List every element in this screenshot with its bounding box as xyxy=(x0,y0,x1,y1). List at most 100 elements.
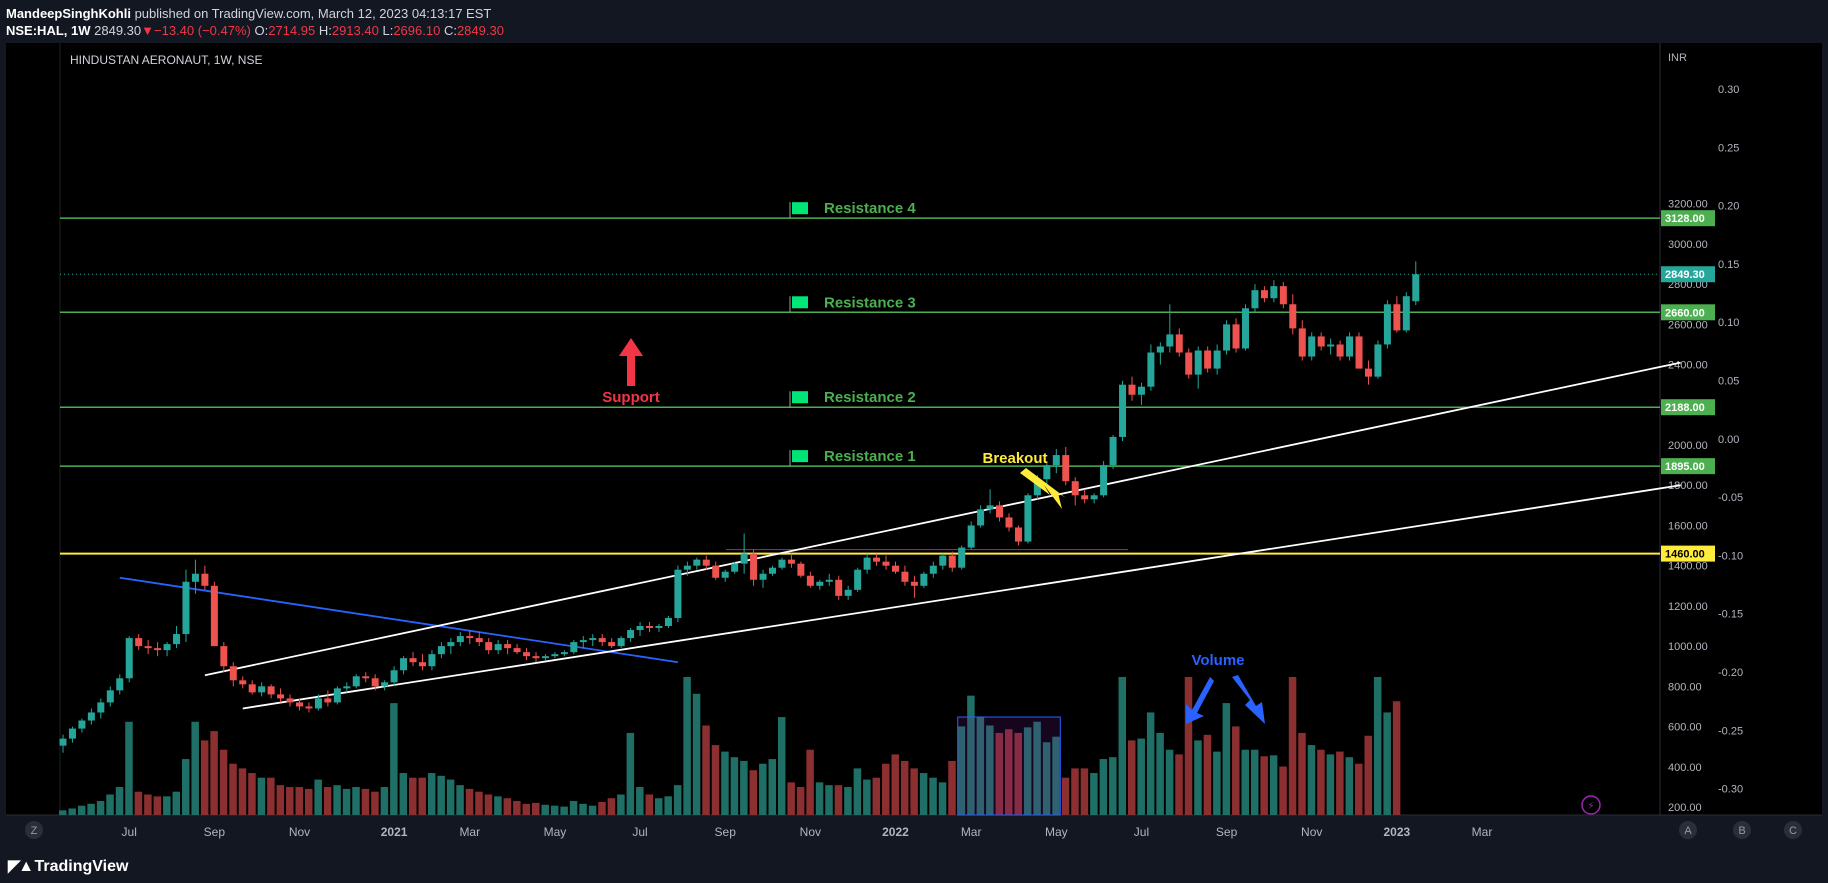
candle-body xyxy=(1260,290,1268,299)
volume-bar xyxy=(181,759,190,815)
volume-bar xyxy=(1175,754,1183,815)
price-chart[interactable]: HINDUSTAN AERONAUT, 1W, NSE INR 0.30 0.25… xyxy=(0,42,1828,846)
candle-body xyxy=(210,585,218,647)
secondary-scale-label: -0.20 xyxy=(1718,667,1743,679)
breakout-price-tag-bg xyxy=(1661,545,1715,562)
volume-bar xyxy=(768,759,776,815)
volume-bar xyxy=(219,749,228,815)
volume-bar xyxy=(948,760,956,815)
chart-pane[interactable] xyxy=(6,43,1660,815)
resistance-levels: Resistance 4 Resistance 3 Resistance 2 Resi… xyxy=(60,200,1660,555)
tradingview-logo[interactable]: ◤▲ TradingView xyxy=(8,856,128,876)
time-tick-label: Jul xyxy=(122,825,137,839)
candle-body xyxy=(750,553,758,580)
candle-body xyxy=(1062,455,1070,482)
c-scale-button[interactable] xyxy=(1784,821,1802,839)
volume-bar xyxy=(1127,740,1136,815)
secondary-scale-label: 0.20 xyxy=(1718,201,1739,213)
volume-annotation: Volume xyxy=(1191,652,1244,669)
volume-bar xyxy=(1392,701,1401,815)
level-price-tag: 2188.00 xyxy=(1665,402,1705,414)
volume-bar xyxy=(399,773,408,815)
volume-bar xyxy=(342,788,351,815)
candle-body xyxy=(1242,308,1249,349)
level-price-tag: 3128.00 xyxy=(1665,213,1705,225)
volume-bar xyxy=(427,773,436,815)
volume-bar xyxy=(891,754,899,815)
zoom-button[interactable] xyxy=(25,821,43,839)
symbol-name[interactable]: NSE:HAL, 1W xyxy=(6,23,91,38)
price-tick-label: 3000.00 xyxy=(1668,239,1708,251)
candle-body xyxy=(1109,436,1117,466)
level-price-tag-bg xyxy=(1661,210,1715,227)
level-price-tag-bg xyxy=(1661,304,1715,321)
candle-body xyxy=(1232,324,1240,349)
secondary-scale-label: 0.25 xyxy=(1718,142,1739,154)
volume-bar xyxy=(418,777,426,815)
open-label: O: xyxy=(254,23,269,38)
last-price-tag-bg xyxy=(1661,266,1715,283)
volume-bar xyxy=(238,768,247,815)
auto-scale-button[interactable] xyxy=(1679,821,1697,839)
breakout-annotation: Breakout xyxy=(982,450,1047,467)
volume-bar xyxy=(323,787,332,815)
resistance-label: Resistance 4 xyxy=(824,200,916,217)
candle-body xyxy=(1393,304,1401,331)
support-annotation: Support xyxy=(602,389,660,406)
candle-body xyxy=(485,642,493,651)
candle-body xyxy=(409,658,417,663)
volume-bar xyxy=(692,693,701,815)
candle-body xyxy=(825,579,833,582)
author-name[interactable]: MandeepSinghKohli xyxy=(6,6,131,21)
channel-line[interactable] xyxy=(242,484,1681,710)
candle-body xyxy=(1100,465,1108,496)
volume-bar xyxy=(787,782,795,815)
candle-body xyxy=(173,634,181,645)
volume-bar xyxy=(210,731,218,815)
time-tick-label: May xyxy=(1045,825,1068,839)
volume-bar xyxy=(976,717,985,815)
candle-body xyxy=(882,561,890,566)
candle-body xyxy=(854,569,862,590)
volume-bar xyxy=(863,779,871,815)
volume-bar xyxy=(636,787,644,815)
candle-body xyxy=(797,563,805,576)
candle-body xyxy=(437,646,445,655)
volume-bar xyxy=(1080,768,1089,815)
volume-bar xyxy=(352,787,360,815)
volume-bar xyxy=(1373,677,1382,815)
breakout-price-tag: 1460.00 xyxy=(1665,549,1705,561)
volume-bar xyxy=(1061,777,1070,815)
currency-label: INR xyxy=(1668,52,1687,64)
candle-body xyxy=(456,636,464,643)
lightning-icon[interactable] xyxy=(1581,795,1601,815)
candle-body xyxy=(712,565,720,578)
candle-body xyxy=(106,690,114,703)
volume-bar xyxy=(1137,738,1145,815)
volume-bar xyxy=(1269,755,1278,815)
b-scale-button[interactable] xyxy=(1733,821,1751,839)
time-tick-label: Mar xyxy=(459,825,480,839)
price-tick-label: 800.00 xyxy=(1668,681,1702,693)
resistance-label: Resistance 1 xyxy=(824,448,916,465)
candle-body xyxy=(343,686,351,689)
candle-body xyxy=(939,555,947,566)
level-price-tag-bg xyxy=(1661,399,1715,416)
volume-bar xyxy=(153,796,162,815)
candle-body xyxy=(116,678,124,691)
volume-arrow-right-icon xyxy=(1232,675,1265,724)
candle-body xyxy=(570,642,578,653)
volume-bar xyxy=(494,796,502,815)
volume-bar xyxy=(1014,732,1022,815)
candle-body xyxy=(1175,334,1183,353)
volume-bar xyxy=(844,787,852,815)
price-scale[interactable] xyxy=(1660,43,1822,815)
candle-body xyxy=(816,581,824,586)
auto-scale-button-label: A xyxy=(1684,825,1692,837)
candle-body xyxy=(589,638,597,641)
secondary-scale-label: -0.30 xyxy=(1718,784,1743,796)
volume-bar xyxy=(1345,757,1354,815)
volume-bar xyxy=(1090,773,1098,815)
channel-line[interactable] xyxy=(204,361,1681,677)
volume-bar xyxy=(1336,751,1344,815)
